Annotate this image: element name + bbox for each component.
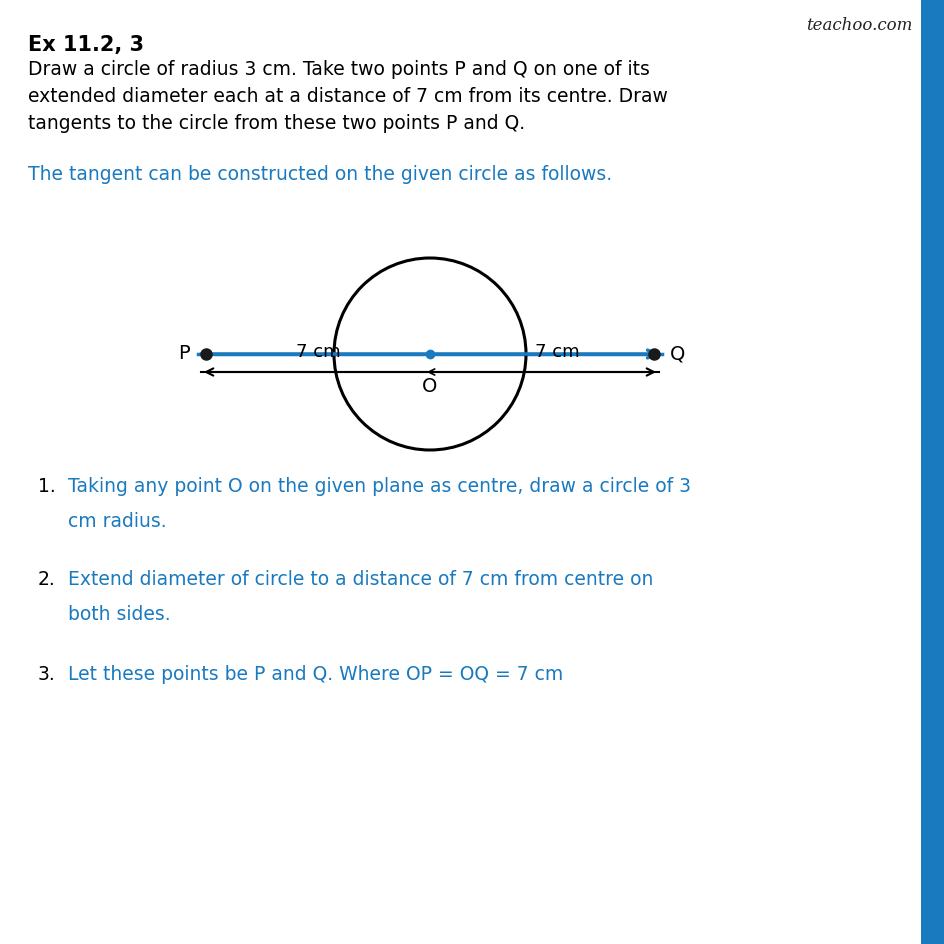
Text: The tangent can be constructed on the given circle as follows.: The tangent can be constructed on the gi… bbox=[28, 165, 612, 184]
Text: Taking any point O on the given plane as centre, draw a circle of 3: Taking any point O on the given plane as… bbox=[68, 477, 690, 496]
Text: O: O bbox=[422, 377, 437, 396]
Text: Q: Q bbox=[669, 345, 684, 363]
Text: cm radius.: cm radius. bbox=[68, 512, 166, 531]
Text: both sides.: both sides. bbox=[68, 604, 171, 623]
Text: tangents to the circle from these two points P and Q.: tangents to the circle from these two po… bbox=[28, 114, 525, 133]
Text: 7 cm: 7 cm bbox=[534, 343, 579, 361]
Text: extended diameter each at a distance of 7 cm from its centre. Draw: extended diameter each at a distance of … bbox=[28, 87, 667, 106]
Text: 1.: 1. bbox=[38, 477, 56, 496]
Text: Let these points be P and Q. Where OP = OQ = 7 cm: Let these points be P and Q. Where OP = … bbox=[68, 665, 563, 683]
Text: P: P bbox=[178, 345, 190, 363]
Text: Ex 11.2, 3: Ex 11.2, 3 bbox=[28, 35, 143, 55]
FancyBboxPatch shape bbox=[920, 0, 944, 944]
Text: Draw a circle of radius 3 cm. Take two points P and Q on one of its: Draw a circle of radius 3 cm. Take two p… bbox=[28, 59, 649, 79]
Text: 3.: 3. bbox=[38, 665, 56, 683]
Text: Extend diameter of circle to a distance of 7 cm from centre on: Extend diameter of circle to a distance … bbox=[68, 569, 652, 588]
Text: 2.: 2. bbox=[38, 569, 56, 588]
Text: teachoo.com: teachoo.com bbox=[805, 17, 911, 34]
Text: 7 cm: 7 cm bbox=[295, 343, 340, 361]
